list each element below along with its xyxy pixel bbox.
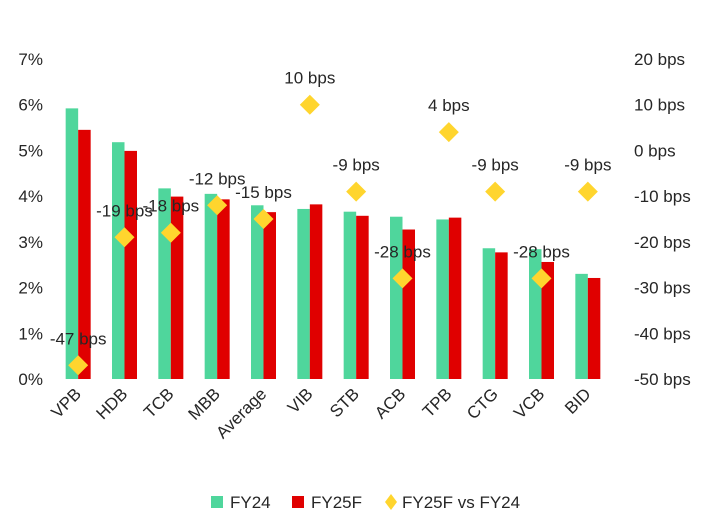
bar-fy24-stb [343, 211, 357, 379]
data-label-vpb: -47 bps [50, 329, 107, 348]
category-label-mbb: MBB [185, 384, 224, 423]
bar-fy25f-vcb [541, 261, 554, 379]
category-label-acb: ACB [371, 384, 409, 422]
marker-diamond-vcb [531, 268, 552, 289]
right-axis-tick-label: -30 bps [634, 279, 691, 298]
category-label-vib: VIB [284, 384, 317, 417]
bar-fy25f-average [263, 212, 276, 379]
legend-label-fy24: FY24 [230, 493, 271, 512]
category-label-tcb: TCB [140, 384, 177, 421]
legend-label-fy25f: FY25F [311, 493, 362, 512]
marker-diamond-vpb [68, 355, 89, 376]
marker-diamond-tpb [438, 122, 459, 143]
bar-fy25f-mbb [217, 199, 230, 379]
right-axis-tick-label: -40 bps [634, 324, 691, 343]
bar-fy24-vpb [65, 108, 79, 379]
legend-label-fy25f-vs-fy24: FY25F vs FY24 [402, 493, 520, 512]
bar-fy25f-ctg [495, 252, 508, 379]
marker-diamond-tcb [160, 222, 181, 243]
bar-fy24-vib [297, 208, 310, 379]
bar-fy24-tcb [158, 188, 171, 379]
category-label-average: Average [212, 384, 270, 442]
category-label-hdb: HDB [93, 384, 132, 423]
bar-fy24-mbb [204, 193, 218, 379]
marker-diamond-bid [577, 181, 598, 202]
data-labels-layer: -47 bps -19 bps-18 bps -12 bps-15 bps 10 bp… [50, 69, 612, 349]
category-label-vcb: VCB [510, 384, 548, 422]
bar-fy25f-vpb [78, 129, 91, 379]
left-axis-tick-label: 1% [18, 324, 43, 343]
bar-fy25f-vib [309, 204, 323, 379]
category-label-stb: STB [326, 384, 363, 421]
data-label-mbb: -12 bps [189, 169, 246, 188]
bars-layer [65, 108, 601, 379]
bar-fy25f-tcb [170, 196, 184, 379]
data-label-acb: -28 bps [374, 242, 431, 261]
marker-diamond-average [253, 209, 274, 229]
left-axis-tick-label: 5% [18, 141, 43, 160]
data-label-vcb: -28 bps [513, 242, 570, 261]
right-axis-tick-label: 10 bps [634, 96, 685, 115]
left-axis-tick-label: 7% [18, 50, 43, 69]
bar-fy25f-stb [356, 215, 369, 379]
right-axis-tick-label: -20 bps [634, 233, 691, 252]
legend: FY24 FY25F FY25F vs FY24 [211, 493, 520, 512]
bar-fy25f-acb [402, 229, 415, 379]
marker-diamond-acb [392, 268, 413, 289]
left-axis-ticks: 0% 1% 2% 3% 4% 5% 6% 7% [18, 50, 43, 389]
category-label-ctg: CTG [463, 384, 502, 423]
data-label-ctg: -9 bps [472, 156, 519, 175]
right-axis-ticks: -50 bps -40 bps -30 bps -20 bps -10 bps 0 bps… [634, 50, 691, 389]
data-label-tpb: 4 bps [428, 96, 470, 115]
left-axis-tick-label: 3% [18, 233, 43, 252]
right-axis-tick-label: 20 bps [634, 50, 685, 69]
right-axis-tick-label: -10 bps [634, 187, 691, 206]
data-label-average: -15 bps [235, 183, 292, 202]
marker-diamond-ctg [485, 181, 506, 202]
bar-fy25f-bid [587, 277, 601, 379]
left-axis-tick-label: 6% [18, 96, 43, 115]
data-label-bid: -9 bps [564, 156, 611, 175]
bar-fy25f-hdb [124, 150, 137, 379]
data-label-tcb: -18 bps [142, 197, 199, 216]
left-axis-tick-label: 4% [18, 187, 43, 206]
markers-layer [68, 94, 598, 376]
bar-fy24-bid [575, 273, 588, 379]
bar-fy25f-tpb [448, 217, 462, 379]
legend-swatch-diamond [385, 494, 397, 510]
marker-diamond-hdb [114, 227, 135, 248]
bar-fy24-average [251, 205, 264, 379]
left-axis-tick-label: 2% [18, 279, 43, 298]
marker-diamond-mbb [207, 195, 228, 216]
category-label-vpb: VPB [47, 384, 84, 421]
marker-diamond-vib [299, 94, 320, 115]
category-label-tpb: TPB [419, 384, 456, 421]
data-label-stb: -9 bps [333, 156, 380, 175]
marker-diamond-stb [346, 181, 367, 202]
bar-fy24-acb [390, 216, 403, 379]
data-label-vib: 10 bps [284, 69, 335, 88]
bar-fy24-vcb [529, 249, 542, 379]
data-label-hdb: -19 bps [96, 201, 153, 220]
legend-swatch-fy25f [292, 496, 304, 508]
bar-fy24-hdb [112, 142, 125, 379]
bar-fy24-tpb [436, 219, 449, 379]
right-axis-tick-label: -50 bps [634, 370, 691, 389]
category-label-bid: BID [561, 384, 594, 417]
legend-swatch-fy24 [211, 496, 223, 508]
left-axis-tick-label: 0% [18, 370, 43, 389]
bar-fy24-ctg [482, 248, 496, 379]
right-axis-tick-label: 0 bps [634, 141, 676, 160]
